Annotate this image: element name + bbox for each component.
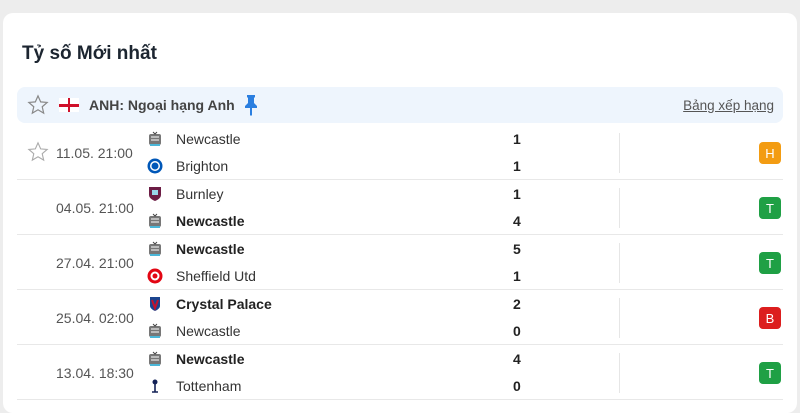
home-team-name: Newcastle (176, 131, 241, 147)
match-time: 27.04. 21:00 (56, 255, 134, 271)
newcastle-crest-icon (147, 323, 163, 339)
away-score: 1 (513, 158, 521, 174)
home-score: 1 (513, 186, 521, 202)
newcastle-crest-icon (147, 213, 163, 229)
match-time: 04.05. 21:00 (56, 200, 134, 216)
standings-link[interactable]: Bảng xếp hạng (683, 98, 774, 113)
match-row[interactable]: 25.04. 02:00 Crystal Palace Newcastle 2 0 B (17, 290, 783, 345)
away-score: 1 (513, 268, 521, 284)
favorite-star-icon[interactable] (27, 94, 49, 121)
newcastle-crest-icon (147, 131, 163, 147)
home-team-name: Crystal Palace (176, 296, 272, 312)
away-team-name: Newcastle (176, 213, 245, 229)
match-row[interactable]: 27.04. 21:00 Newcastle Sheffield Utd 5 1 T (17, 235, 783, 290)
home-team-name: Burnley (176, 186, 224, 202)
away-score: 0 (513, 323, 521, 339)
league-header: ANH: Ngoại hạng Anh Bảng xếp hạng (17, 87, 783, 123)
match-time: 13.04. 18:30 (56, 365, 134, 381)
home-team: Newcastle (147, 349, 244, 369)
result-badge: T (759, 252, 781, 274)
pin-icon[interactable] (244, 94, 258, 121)
league-name[interactable]: ANH: Ngoại hạng Anh (89, 97, 235, 113)
result-badge: T (759, 197, 781, 219)
away-team-name: Newcastle (176, 323, 241, 339)
palace-crest-icon (147, 296, 163, 312)
tottenham-crest-icon (147, 378, 163, 394)
away-team: Sheffield Utd (147, 266, 256, 286)
divider (619, 243, 620, 283)
match-time: 11.05. 21:00 (56, 145, 133, 161)
away-team-name: Brighton (176, 158, 229, 174)
match-time: 25.04. 02:00 (56, 310, 134, 326)
home-team-name: Newcastle (176, 351, 245, 367)
home-team: Crystal Palace (147, 294, 272, 314)
match-row[interactable]: 13.04. 18:30 Newcastle Tottenham 4 0 T (17, 345, 783, 400)
away-team-name: Tottenham (176, 378, 242, 394)
brighton-crest-icon (147, 158, 163, 174)
home-team-name: Newcastle (176, 241, 245, 257)
home-score: 4 (513, 351, 521, 367)
burnley-crest-icon (147, 186, 163, 202)
sheffield-crest-icon (147, 268, 163, 284)
favorite-star-icon[interactable] (27, 141, 49, 168)
away-score: 4 (513, 213, 521, 229)
newcastle-crest-icon (147, 351, 163, 367)
home-score: 2 (513, 296, 521, 312)
england-flag-icon (59, 98, 79, 112)
result-badge: B (759, 307, 781, 329)
page-title: Tỷ số Mới nhất (22, 43, 157, 64)
home-team: Burnley (147, 184, 223, 204)
divider (619, 353, 620, 393)
home-score: 1 (513, 131, 521, 147)
away-team-name: Sheffield Utd (176, 268, 256, 284)
result-badge: H (759, 142, 781, 164)
result-badge: T (759, 362, 781, 384)
away-team: Newcastle (147, 211, 244, 231)
away-score: 0 (513, 378, 521, 394)
match-row[interactable]: 11.05. 21:00 Newcastle Brighton 1 1 H (17, 125, 783, 180)
home-score: 5 (513, 241, 521, 257)
home-team: Newcastle (147, 239, 244, 259)
divider (619, 188, 620, 228)
home-team: Newcastle (147, 129, 241, 149)
latest-scores-card: Tỷ số Mới nhất ANH: Ngoại hạng Anh Bảng … (3, 13, 797, 413)
divider (619, 133, 620, 173)
away-team: Tottenham (147, 376, 241, 396)
away-team: Newcastle (147, 321, 241, 341)
away-team: Brighton (147, 156, 228, 176)
newcastle-crest-icon (147, 241, 163, 257)
match-row[interactable]: 04.05. 21:00 Burnley Newcastle 1 4 T (17, 180, 783, 235)
divider (619, 298, 620, 338)
